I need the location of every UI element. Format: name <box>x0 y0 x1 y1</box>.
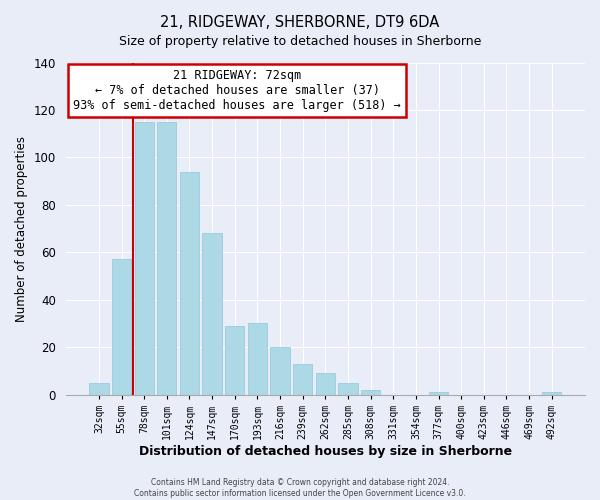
Bar <box>180 172 199 394</box>
Text: 21 RIDGEWAY: 72sqm
← 7% of detached houses are smaller (37)
93% of semi-detached: 21 RIDGEWAY: 72sqm ← 7% of detached hous… <box>73 69 401 112</box>
Bar <box>225 326 244 394</box>
Bar <box>338 383 358 394</box>
Bar <box>112 260 131 394</box>
Bar <box>157 122 176 394</box>
X-axis label: Distribution of detached houses by size in Sherborne: Distribution of detached houses by size … <box>139 444 512 458</box>
Bar <box>429 392 448 394</box>
Bar <box>202 234 222 394</box>
Y-axis label: Number of detached properties: Number of detached properties <box>15 136 28 322</box>
Bar <box>89 383 109 394</box>
Bar <box>134 122 154 394</box>
Bar <box>248 324 267 394</box>
Bar <box>361 390 380 394</box>
Text: Size of property relative to detached houses in Sherborne: Size of property relative to detached ho… <box>119 35 481 48</box>
Bar <box>271 347 290 395</box>
Text: Contains HM Land Registry data © Crown copyright and database right 2024.
Contai: Contains HM Land Registry data © Crown c… <box>134 478 466 498</box>
Bar <box>293 364 313 394</box>
Text: 21, RIDGEWAY, SHERBORNE, DT9 6DA: 21, RIDGEWAY, SHERBORNE, DT9 6DA <box>160 15 440 30</box>
Bar <box>542 392 562 394</box>
Bar <box>316 374 335 394</box>
